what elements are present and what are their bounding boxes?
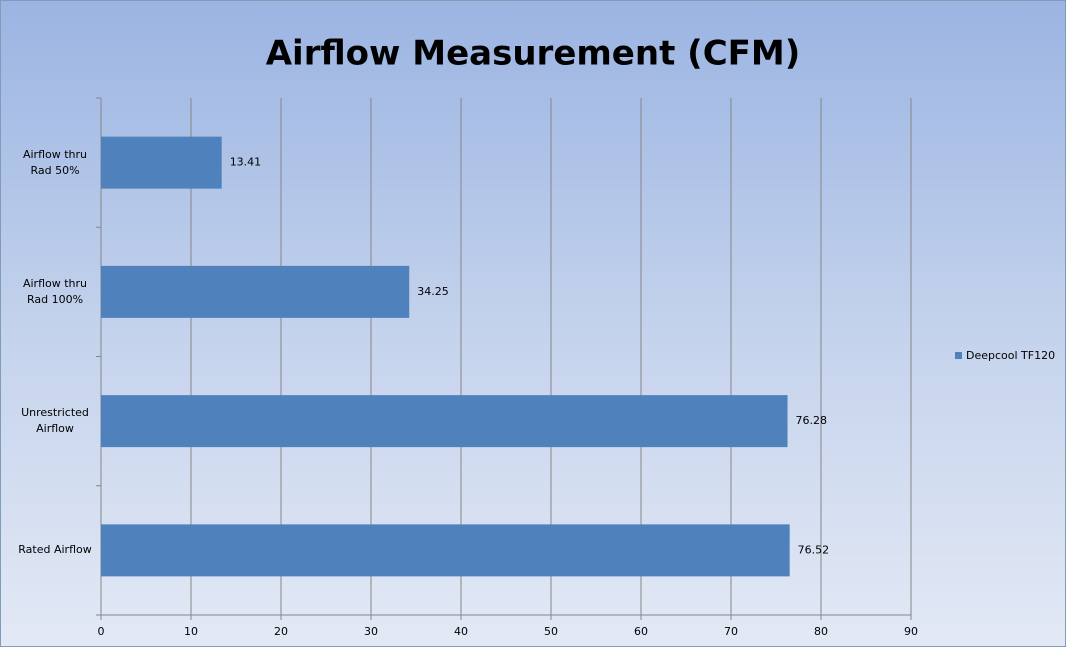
legend-swatch <box>955 352 962 359</box>
x-tick-label: 60 <box>634 625 648 638</box>
data-label: 13.41 <box>230 156 262 169</box>
x-tick-label: 10 <box>184 625 198 638</box>
x-tick-label: 70 <box>724 625 738 638</box>
y-tick-label: Unrestricted Airflow <box>21 406 89 436</box>
x-tick-label: 90 <box>904 625 918 638</box>
x-tick-label: 40 <box>454 625 468 638</box>
data-label: 76.28 <box>796 414 828 427</box>
data-label: 76.52 <box>798 543 830 556</box>
x-tick-label: 50 <box>544 625 558 638</box>
x-tick-label: 20 <box>274 625 288 638</box>
bar <box>101 524 790 577</box>
y-tick-label: Rated Airflow <box>18 543 92 557</box>
x-tick-label: 30 <box>364 625 378 638</box>
x-tick-label: 0 <box>98 625 105 638</box>
bar <box>101 136 222 189</box>
data-label: 34.25 <box>417 285 449 298</box>
bar <box>101 265 410 318</box>
chart-title: Airflow Measurement (CFM) <box>266 34 801 74</box>
legend-label: Deepcool TF120 <box>966 349 1055 362</box>
x-tick-label: 80 <box>814 625 828 638</box>
bar <box>101 395 788 448</box>
y-tick-label: Airflow thru Rad 50% <box>22 147 88 177</box>
y-tick-label: Airflow thru Rad 100% <box>22 276 88 306</box>
